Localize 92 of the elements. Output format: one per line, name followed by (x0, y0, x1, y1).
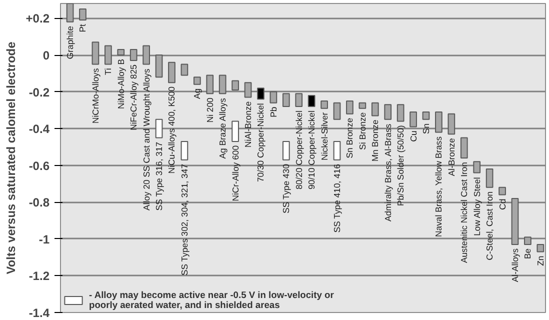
x-tick-label: Si Bronze (357, 112, 368, 150)
x-tick-label: SS Types 302, 304, 321, 347 (179, 164, 190, 276)
bar (333, 102, 341, 120)
x-tick-label: C-Steel, Cast Iron (484, 191, 495, 260)
x-tick-label: Mn Bronze (370, 120, 380, 162)
bar (282, 140, 290, 160)
bar (282, 93, 290, 107)
x-tick-label: Cd (497, 198, 508, 210)
x-tick-label: Al-Alloys (510, 248, 520, 282)
y-tick-label: -0.8 (28, 196, 50, 210)
x-tick-label: 80/20 Copper-Nickel (294, 110, 304, 190)
y-tick-label: 0 (42, 48, 50, 62)
x-tick-label: NiAl-Bronze (243, 101, 254, 148)
y-tick-label: -0.2 (28, 85, 50, 100)
x-tick-label: Sn (421, 123, 431, 134)
x-tick-label: 90/10 Copper-Nickel (306, 110, 317, 190)
bar (473, 161, 481, 174)
bar (358, 102, 366, 109)
bar (244, 82, 252, 98)
bar (257, 88, 264, 100)
bar (460, 137, 468, 158)
x-tick-label: SS Type 410, 416 (332, 164, 342, 233)
x-tick-label: NiFeCr-Alloy 825 (128, 64, 139, 130)
bar (396, 104, 404, 122)
bar (92, 42, 100, 65)
bar (371, 102, 379, 116)
x-tick-label: Low Alloy Steel (472, 177, 482, 236)
bar (410, 112, 417, 128)
x-tick-label: Pb (268, 106, 278, 118)
y-tick-label: +0.2 (26, 12, 50, 26)
x-tick-label: Sn Bronze (344, 118, 355, 158)
bar (524, 236, 532, 245)
x-tick-label: NiCrMo-Alloys (90, 68, 100, 124)
bar (270, 91, 278, 104)
bar (180, 64, 188, 76)
bar (295, 93, 303, 107)
bar (536, 244, 544, 252)
x-tick-label: Admiralty Brass, Al-Brass (382, 123, 393, 222)
bar (104, 45, 112, 65)
bar (384, 104, 392, 120)
bar (422, 112, 430, 120)
x-tick-label: Cu (408, 130, 418, 142)
bar (320, 100, 328, 109)
x-tick-label: Ag Braze Alloys (218, 97, 228, 159)
bar (511, 198, 519, 245)
bar (130, 48, 138, 62)
y-axis-title: Volts versus saturated calomel electrode (4, 41, 18, 274)
bar (155, 118, 163, 138)
bar (333, 140, 341, 160)
legend-label: - Alloy may become active near -0.5 V in low-velocity or poorly aerated water, and in shielded areas (89, 290, 334, 310)
bar (168, 62, 176, 84)
bar (142, 45, 150, 65)
bar (206, 74, 214, 94)
bar (180, 140, 188, 160)
bar (155, 54, 163, 78)
x-tick-label: SS Type 430 (281, 164, 292, 214)
y-tick-label: -1.2 (28, 269, 50, 284)
x-tick-label: Al-Bronze (446, 138, 456, 176)
x-tick-label: 70/30 Copper-Nickel (256, 103, 266, 182)
x-tick-label: Pt (78, 23, 88, 32)
bar (193, 76, 201, 85)
bar (117, 48, 125, 56)
x-tick-label: Ag (192, 88, 202, 100)
x-tick-label: NiCr-Alloy 600 (230, 145, 240, 202)
x-tick-label: Naval Brass, Yellow Brass (434, 136, 444, 237)
y-tick-label: -1 (38, 232, 50, 246)
y-tick-label: -0.4 (28, 122, 50, 136)
x-tick-label: Zn (535, 256, 546, 266)
bar (79, 8, 86, 21)
x-tick-label: Ni 200 (204, 97, 215, 123)
bar (232, 120, 239, 142)
x-tick-label: Nickel-Silver (319, 112, 330, 160)
bar (498, 186, 506, 196)
x-tick-label: NiMo-Alloy B (116, 58, 126, 110)
x-tick-label: Ti (103, 68, 114, 76)
bar (66, 4, 74, 22)
x-tick-label: NiCu-Alloys 400, K500 (166, 86, 177, 174)
y-tick-label: -0.6 (28, 158, 50, 173)
bar (486, 168, 494, 188)
bar (448, 113, 456, 135)
bar (308, 94, 316, 107)
x-tick-label: Be (522, 248, 533, 260)
x-tick-label: Pb/Sn Solder (50/50) (396, 125, 406, 206)
bar (435, 112, 442, 133)
x-tick-label: Alloy 20 SS Cast and Wrought Alloys (141, 68, 152, 210)
bar (218, 74, 226, 94)
x-tick-label: Graphite (65, 26, 76, 60)
x-tick-label: SS Type 316, 317 (154, 142, 164, 211)
bar (346, 100, 354, 114)
y-tick-label: -1.4 (28, 306, 50, 320)
x-tick-label: Austenitic Nickel Cast Iron (459, 162, 470, 264)
bar (232, 80, 239, 90)
